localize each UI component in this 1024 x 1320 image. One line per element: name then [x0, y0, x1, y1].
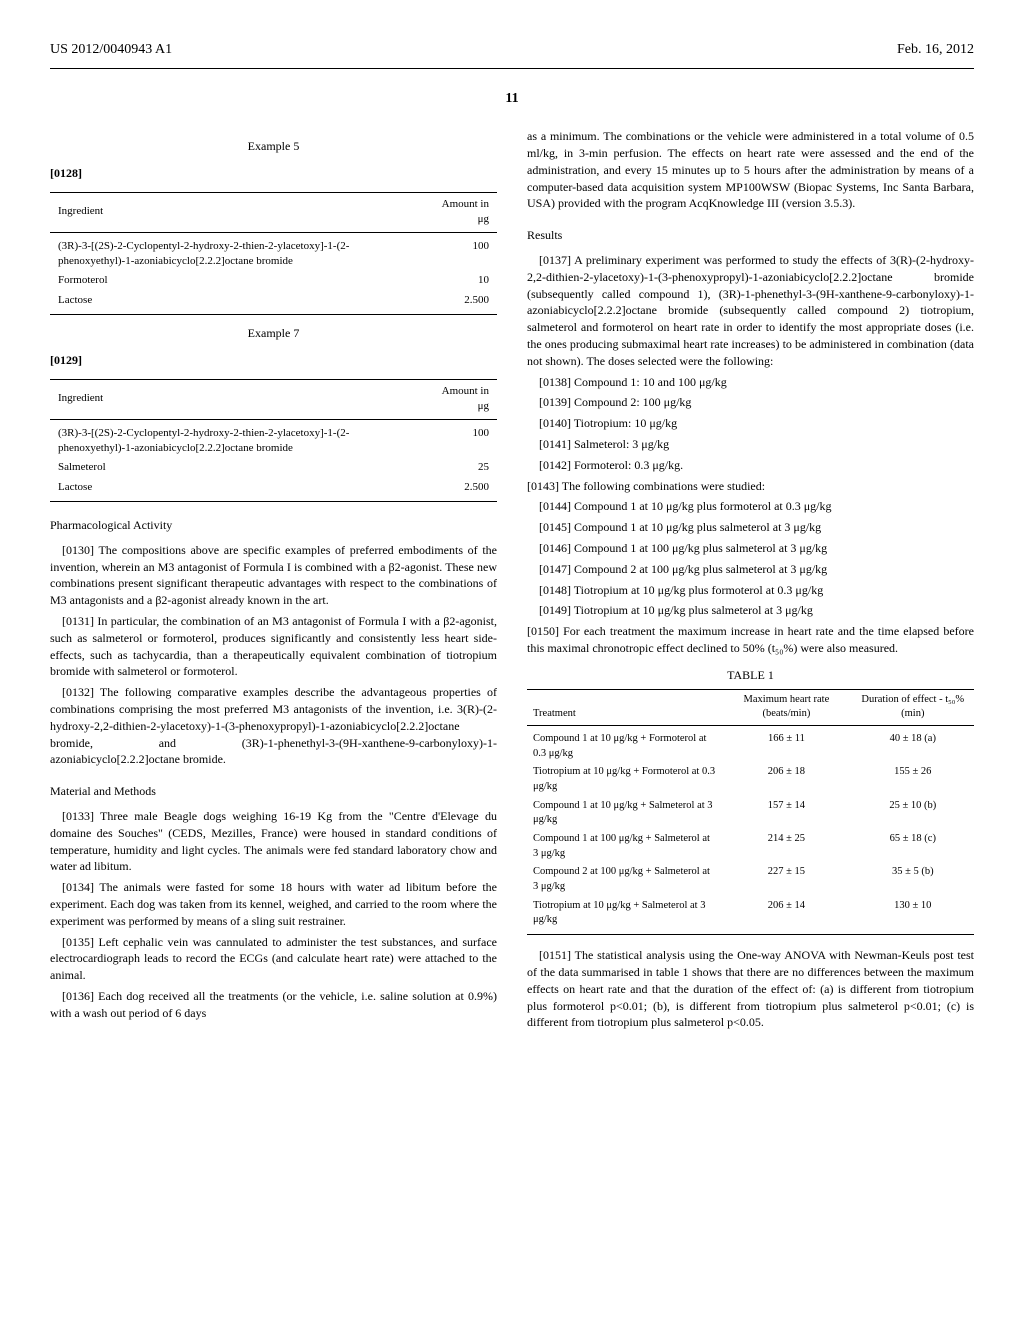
- para-0129: [0129]: [50, 353, 82, 367]
- para-0130: [0130] The compositions above are specif…: [50, 542, 497, 609]
- para-0144: [0144] Compound 1 at 10 μg/kg plus formo…: [527, 498, 974, 515]
- example5-title: Example 5: [50, 138, 497, 155]
- left-column: Example 5 [0128] Ingredient Amount in μg…: [50, 128, 497, 1035]
- right-column: as a minimum. The combinations or the ve…: [527, 128, 974, 1035]
- table1-col2-header: Maximum heart rate (beats/min): [721, 689, 851, 725]
- table-row: Compound 1 at 10 μg/kg + Formoterol at 0…: [527, 725, 974, 763]
- para-0143: [0143] The following combinations were s…: [527, 478, 974, 495]
- pub-number: US 2012/0040943 A1: [50, 40, 172, 60]
- para-0128: [0128]: [50, 166, 82, 180]
- table1-col3-header: Duration of effect - t₅₀% (min): [852, 689, 974, 725]
- table1-col1-header: Treatment: [527, 689, 721, 725]
- table5-col2-header: Amount in μg: [430, 192, 497, 232]
- table5-col1-header: Ingredient: [50, 192, 430, 232]
- header-divider: [50, 68, 974, 69]
- para-0137: [0137] A preliminary experiment was perf…: [527, 252, 974, 370]
- material-methods-title: Material and Methods: [50, 783, 497, 800]
- pub-date: Feb. 16, 2012: [897, 40, 974, 60]
- page-number: 11: [50, 89, 974, 109]
- table-row: Lactose 2.500: [50, 478, 497, 502]
- results-title: Results: [527, 227, 974, 244]
- table-row: Tiotropium at 10 μg/kg + Salmeterol at 3…: [527, 897, 974, 935]
- para-0136: [0136] Each dog received all the treatme…: [50, 988, 497, 1022]
- example5-table: Ingredient Amount in μg (3R)-3-[(2S)-2-C…: [50, 192, 497, 315]
- para-0148: [0148] Tiotropium at 10 μg/kg plus formo…: [527, 582, 974, 599]
- para-0147: [0147] Compound 2 at 100 μg/kg plus salm…: [527, 561, 974, 578]
- para-0140: [0140] Tiotropium: 10 μg/kg: [527, 415, 974, 432]
- table-row: (3R)-3-[(2S)-2-Cyclopentyl-2-hydroxy-2-t…: [50, 419, 497, 458]
- para-0146: [0146] Compound 1 at 100 μg/kg plus salm…: [527, 540, 974, 557]
- para-0145: [0145] Compound 1 at 10 μg/kg plus salme…: [527, 519, 974, 536]
- para-0149: [0149] Tiotropium at 10 μg/kg plus salme…: [527, 602, 974, 619]
- table1: Treatment Maximum heart rate (beats/min)…: [527, 689, 974, 936]
- para-0150: [0150] For each treatment the maximum in…: [527, 623, 974, 657]
- para-0142: [0142] Formoterol: 0.3 μg/kg.: [527, 457, 974, 474]
- para-0138: [0138] Compound 1: 10 and 100 μg/kg: [527, 374, 974, 391]
- para-0133: [0133] Three male Beagle dogs weighing 1…: [50, 808, 497, 875]
- para-0131: [0131] In particular, the combination of…: [50, 613, 497, 680]
- table-row: Compound 1 at 100 μg/kg + Salmeterol at …: [527, 830, 974, 863]
- para-0135: [0135] Left cephalic vein was cannulated…: [50, 934, 497, 984]
- example7-table: Ingredient Amount in μg (3R)-3-[(2S)-2-C…: [50, 379, 497, 502]
- table1-caption: TABLE 1: [527, 667, 974, 684]
- para-0151: [0151] The statistical analysis using th…: [527, 947, 974, 1031]
- table-row: Tiotropium at 10 μg/kg + Formoterol at 0…: [527, 763, 974, 796]
- table-row: (3R)-3-[(2S)-2-Cyclopentyl-2-hydroxy-2-t…: [50, 232, 497, 271]
- para-0134: [0134] The animals were fasted for some …: [50, 879, 497, 929]
- table-row: Compound 2 at 100 μg/kg + Salmeterol at …: [527, 863, 974, 896]
- table-row: Salmeterol 25: [50, 458, 497, 477]
- content-columns: Example 5 [0128] Ingredient Amount in μg…: [50, 128, 974, 1035]
- pharm-activity-title: Pharmacological Activity: [50, 517, 497, 534]
- table-row: Formoterol 10: [50, 271, 497, 290]
- para-0141: [0141] Salmeterol: 3 μg/kg: [527, 436, 974, 453]
- para-0132: [0132] The following comparative example…: [50, 684, 497, 768]
- table7-col2-header: Amount in μg: [430, 379, 497, 419]
- table-row: Lactose 2.500: [50, 291, 497, 315]
- para-0139: [0139] Compound 2: 100 μg/kg: [527, 394, 974, 411]
- table7-col1-header: Ingredient: [50, 379, 430, 419]
- para-continuation: as a minimum. The combinations or the ve…: [527, 128, 974, 212]
- table-row: Compound 1 at 10 μg/kg + Salmeterol at 3…: [527, 797, 974, 830]
- example7-title: Example 7: [50, 325, 497, 342]
- page-header: US 2012/0040943 A1 Feb. 16, 2012: [50, 40, 974, 60]
